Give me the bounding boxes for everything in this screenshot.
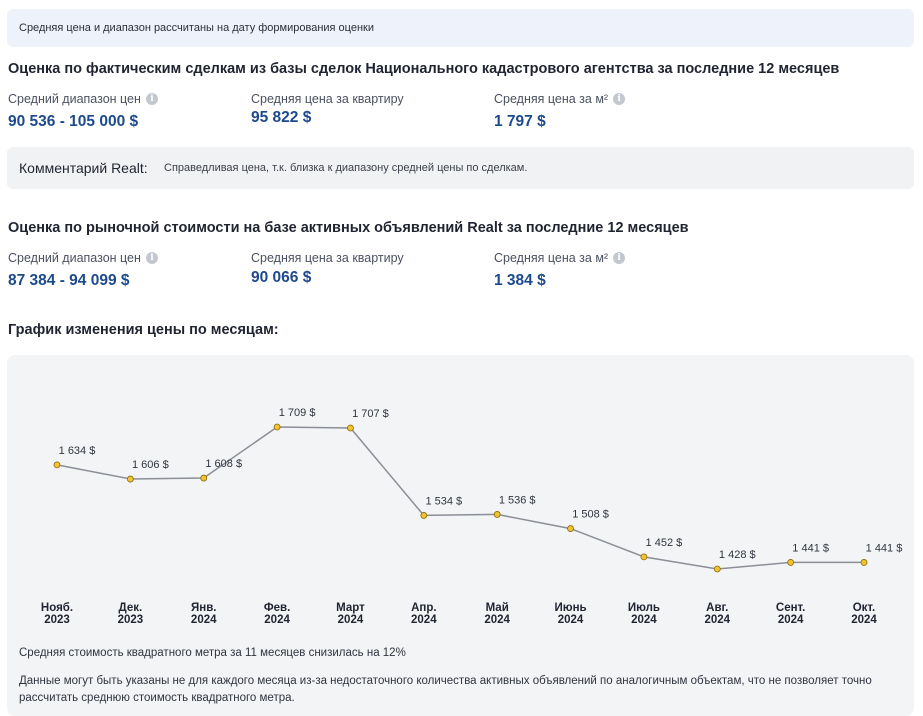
data-label: 1 428 $ bbox=[719, 549, 756, 561]
data-label: 1 452 $ bbox=[646, 537, 683, 549]
deals-avg-range-label: Средний диапазон цен i bbox=[8, 92, 158, 106]
info-icon[interactable]: i bbox=[613, 93, 626, 105]
market-avg-sqm-label: Средняя цена за м² i bbox=[494, 251, 626, 265]
x-tick-year-label: 2024 bbox=[851, 614, 877, 626]
x-tick-month-label: Июнь bbox=[554, 602, 586, 614]
data-label: 1 707 $ bbox=[352, 408, 389, 420]
x-tick-year-label: 2024 bbox=[778, 614, 804, 626]
deals-section-title: Оценка по фактическим сделкам из базы сд… bbox=[8, 61, 840, 77]
market-avg-range-value: 87 384 - 94 099 $ bbox=[8, 272, 130, 289]
data-point[interactable] bbox=[420, 512, 428, 519]
data-point[interactable] bbox=[713, 565, 721, 573]
data-label: 1 534 $ bbox=[425, 495, 462, 507]
x-tick-year-label: 2024 bbox=[704, 614, 730, 626]
market-section-title: Оценка по рыночной стоимости на базе акт… bbox=[8, 220, 689, 236]
x-tick-year-label: 2024 bbox=[558, 614, 584, 626]
data-point[interactable] bbox=[53, 461, 61, 469]
info-icon[interactable]: i bbox=[145, 93, 158, 105]
market-avg-price-label-text: Средняя цена за квартиру bbox=[251, 251, 404, 265]
price-chart-panel: 1 634 $ Нояб. 2023 1 606 $ Дек. 2023 1 608 $ Ян… bbox=[7, 355, 914, 716]
data-label: 1 709 $ bbox=[279, 407, 316, 419]
x-tick-year-label: 2024 bbox=[411, 614, 437, 626]
x-tick-month-label: Май bbox=[486, 602, 509, 614]
price-series-line bbox=[56, 426, 864, 570]
data-label: 1 441 $ bbox=[792, 542, 829, 554]
deals-avg-price-value: 95 822 $ bbox=[251, 109, 312, 126]
comment-title: Комментарий Realt: bbox=[19, 160, 148, 176]
deals-avg-range-value: 90 536 - 105 000 $ bbox=[8, 113, 139, 130]
chart-summary-note: Средняя стоимость квадратного метра за 1… bbox=[19, 647, 406, 659]
x-tick-month-label: Март bbox=[336, 602, 365, 614]
data-point[interactable] bbox=[347, 424, 354, 432]
x-tick-month-label: Нояб. bbox=[41, 602, 73, 614]
data-point[interactable] bbox=[787, 559, 795, 566]
deals-avg-sqm-label: Средняя цена за м² i bbox=[494, 92, 626, 106]
market-avg-sqm-value: 1 384 $ bbox=[494, 272, 546, 289]
info-icon[interactable]: i bbox=[613, 252, 626, 264]
data-point[interactable] bbox=[200, 474, 208, 482]
data-label: 1 508 $ bbox=[572, 509, 609, 521]
chart-section-title: График изменения цены по месяцам: bbox=[8, 322, 279, 338]
data-point[interactable] bbox=[493, 511, 501, 518]
data-point[interactable] bbox=[860, 559, 868, 566]
market-avg-range-label-text: Средний диапазон цен bbox=[8, 251, 141, 265]
comment-text: Справедливая цена, т.к. близка к диапазо… bbox=[164, 162, 528, 174]
x-tick-month-label: Июль bbox=[628, 602, 660, 614]
x-tick-year-label: 2023 bbox=[44, 614, 70, 626]
realt-comment-box: Комментарий Realt: Справедливая цена, т.… bbox=[7, 147, 914, 189]
x-tick-year-label: 2024 bbox=[338, 614, 364, 626]
data-label: 1 608 $ bbox=[205, 458, 242, 470]
data-point[interactable] bbox=[126, 475, 134, 483]
market-avg-price-value: 90 066 $ bbox=[251, 269, 312, 286]
data-point[interactable] bbox=[273, 423, 281, 431]
x-tick-month-label: Авг. bbox=[706, 602, 728, 614]
x-tick-year-label: 2024 bbox=[191, 614, 217, 626]
market-avg-price-label: Средняя цена за квартиру bbox=[251, 251, 404, 265]
data-label: 1 606 $ bbox=[132, 459, 169, 471]
deals-avg-sqm-value: 1 797 $ bbox=[494, 113, 546, 130]
market-avg-range-label: Средний диапазон цен i bbox=[8, 251, 158, 265]
deals-avg-price-label-text: Средняя цена за квартиру bbox=[251, 92, 404, 106]
data-label: 1 634 $ bbox=[59, 445, 96, 457]
info-notice: Средняя цена и диапазон рассчитаны на да… bbox=[7, 9, 914, 47]
deals-avg-price-label: Средняя цена за квартиру bbox=[251, 92, 404, 106]
deals-avg-sqm-label-text: Средняя цена за м² bbox=[494, 92, 609, 106]
chart-disclaimer-note: Данные могут быть указаны не для каждого… bbox=[19, 675, 872, 704]
deals-avg-range-label-text: Средний диапазон цен bbox=[8, 92, 141, 106]
x-tick-month-label: Окт. bbox=[853, 602, 876, 614]
x-tick-year-label: 2023 bbox=[118, 614, 144, 626]
market-avg-sqm-label-text: Средняя цена за м² bbox=[494, 251, 609, 265]
data-label: 1 536 $ bbox=[499, 494, 536, 506]
data-point[interactable] bbox=[567, 525, 574, 532]
data-point[interactable] bbox=[640, 553, 648, 561]
x-tick-year-label: 2024 bbox=[631, 614, 657, 626]
x-tick-month-label: Апр. bbox=[411, 602, 436, 614]
x-tick-year-label: 2024 bbox=[484, 614, 510, 626]
x-tick-month-label: Янв. bbox=[191, 602, 216, 614]
notice-text: Средняя цена и диапазон рассчитаны на да… bbox=[19, 22, 375, 34]
x-tick-month-label: Фев. bbox=[264, 602, 290, 614]
data-label: 1 441 $ bbox=[866, 542, 903, 554]
info-icon[interactable]: i bbox=[145, 252, 158, 264]
x-tick-month-label: Сент. bbox=[776, 602, 805, 614]
x-tick-month-label: Дек. bbox=[119, 602, 143, 614]
x-tick-year-label: 2024 bbox=[264, 614, 290, 626]
